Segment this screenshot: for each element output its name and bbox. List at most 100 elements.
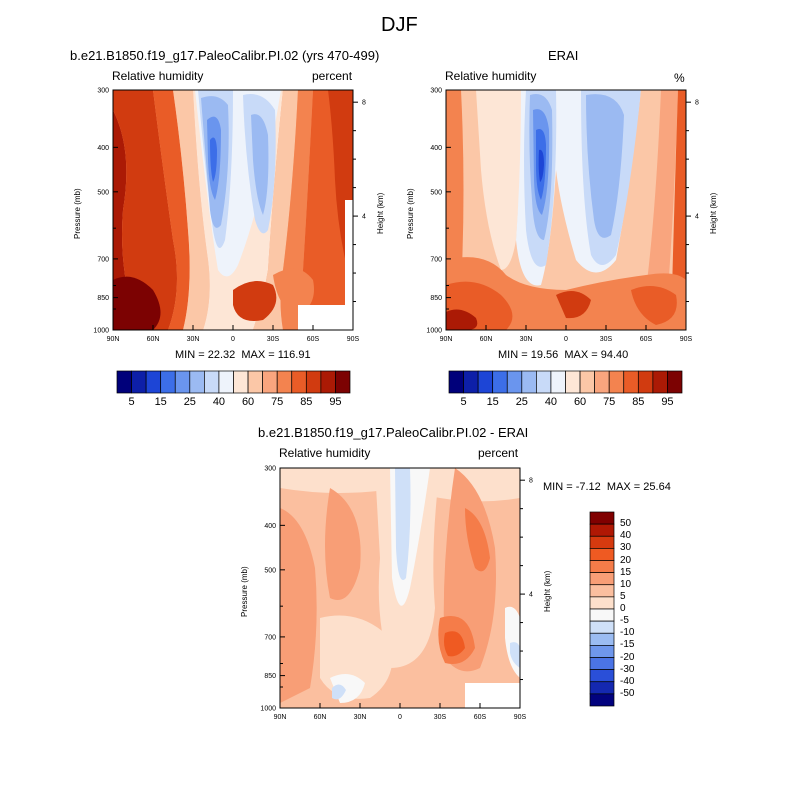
panel3-band-lightblue-center [395, 468, 411, 580]
colorbar-box [174, 370, 191, 394]
colorbar-label: 5 [128, 396, 135, 408]
panel2-band-lowlevel-darkred [556, 291, 591, 319]
panel3-right-subtitle: percent [478, 446, 519, 460]
panel2-min-label: MIN = [498, 349, 531, 361]
panel1-xtick-label: 0 [231, 336, 235, 343]
panel3-ytick-label: 300 [264, 466, 276, 473]
panel2-ytick-label: 300 [430, 88, 442, 95]
diff-colorbar-box [589, 560, 615, 573]
diff-colorbar-label: -10 [620, 627, 635, 639]
colorbar-label: 60 [573, 396, 587, 408]
panel3-max-label: MAX = [606, 481, 644, 493]
panel3-xtick-label: 60S [474, 714, 487, 721]
colorbar-box [116, 370, 132, 394]
panel2-band-lightorange-right [611, 90, 661, 290]
panel2-band-orange-right [646, 90, 678, 290]
panel2-minmax: MIN = 19.56 MAX = 94.40 [498, 349, 628, 361]
colorbar-label: 15 [486, 396, 499, 408]
panel2-ylabel: Pressure (mb) [406, 188, 415, 239]
colorbar-box [477, 370, 494, 394]
panel3-colorbar-labels: 50 40 30 20 15 10 5 0 -5 -10 -15 -20 -30 -40 -50 [620, 512, 660, 706]
panel1-colorbar-labels: 5 15 25 40 60 75 85 95 [117, 396, 350, 410]
panel3-min-label: MIN = [543, 481, 576, 493]
colorbar-label: 75 [603, 396, 616, 408]
panel2-title: ERAI [548, 48, 579, 63]
panel3-max-value: 25.64 [643, 481, 671, 493]
colorbar-box [189, 370, 205, 394]
panel2-band-pale-left [476, 90, 526, 270]
panel1-axes: 90N 60N 30N 0 30S 60S 90S 300 400 500 700 850 1000 8 4 [93, 88, 366, 344]
colorbar-label: 85 [300, 396, 313, 408]
diff-colorbar-label: 5 [620, 590, 626, 602]
colorbar-label: 15 [154, 396, 167, 408]
panel3-ylabel: Pressure (mb) [240, 566, 249, 617]
panel1-ytick-label: 850 [97, 295, 109, 302]
panel1-band-lowlevel-red [233, 281, 277, 321]
panel3-left-subtitle: Relative humidity [279, 446, 371, 460]
colorbar-box [320, 370, 336, 394]
panel1-y2label: Height (km) [376, 192, 385, 234]
panel1-left-subtitle: Relative humidity [112, 69, 204, 83]
colorbar-box [463, 370, 479, 394]
diff-colorbar-label: 20 [620, 554, 632, 566]
panel2-axes: 90N 60N 30N 0 30S 60S 90S 300 400 500 700 850 1000 8 4 [426, 88, 699, 344]
panel2-xtick-label: 60N [480, 336, 493, 343]
diff-colorbar-box [589, 632, 615, 646]
panel1-min-value: 22.32 [207, 349, 236, 361]
panel2-band-lowlevel-red-right [631, 286, 677, 325]
diff-colorbar-label: -30 [620, 663, 635, 675]
colorbar-box [204, 370, 220, 394]
panel1-ytick-label: 400 [97, 145, 109, 152]
panel3-ytick-label: 700 [264, 634, 276, 641]
panel1-band-lowlevel-dark [113, 276, 161, 330]
panel2-y2tick-label: 8 [695, 100, 699, 107]
panel1-contour-plot [112, 89, 354, 331]
diff-colorbar-box [589, 608, 615, 622]
diff-colorbar-label: 15 [620, 566, 632, 578]
colorbar-box [594, 370, 610, 394]
diff-colorbar-box [589, 693, 615, 707]
panel3-ytick-label: 1000 [260, 706, 276, 713]
panel1-xtick-label: 90N [107, 336, 120, 343]
panel1-band-lowlevel-orange [273, 268, 314, 315]
panel3-band-lightblue-right [510, 642, 520, 668]
panel3-minmax: MIN = -7.12 MAX = 25.64 [543, 481, 671, 493]
diff-colorbar-box [589, 657, 615, 670]
diff-colorbar-label: 10 [620, 578, 632, 590]
panel3-xtick-label: 60N [314, 714, 327, 721]
panel3-xtick-label: 30S [434, 714, 447, 721]
panel1-band-lightorange-right [253, 90, 298, 330]
panel3-xtick-label: 90S [514, 714, 527, 721]
colorbar-box [335, 370, 351, 394]
panel2-ytick-label: 850 [430, 295, 442, 302]
panel2-band-red-right [671, 90, 686, 330]
colorbar-label: 95 [661, 396, 674, 408]
panel3-xtick-label: 0 [398, 714, 402, 721]
panel3-y2tick-label: 4 [529, 592, 533, 599]
panel3-colorbar [589, 511, 615, 707]
panel1-title: b.e21.B1850.f19_g17.PaleoCalibr.PI.02 (y… [70, 48, 380, 63]
colorbar-box [233, 370, 249, 394]
panel3-xtick-label: 90N [274, 714, 287, 721]
panel1-ytick-label: 700 [97, 256, 109, 263]
panel1-colorbar [116, 370, 351, 394]
panel2-y2tick-label: 4 [695, 214, 699, 221]
panel2-band-surface-dark [446, 309, 478, 330]
panel2-xtick-label: 90S [680, 336, 693, 343]
panel2-xtick-label: 30N [520, 336, 533, 343]
colorbar-box [579, 370, 595, 394]
panel1-xtick-label: 60N [147, 336, 160, 343]
panel2-right-subtitle: % [674, 71, 685, 85]
panel2-xtick-label: 90N [440, 336, 453, 343]
panel2-xtick-label: 0 [564, 336, 568, 343]
panel2-contour-plot [445, 89, 687, 331]
diff-colorbar-box [589, 535, 615, 549]
panel1-band-orange-left [153, 90, 190, 330]
panel3-y2label: Height (km) [543, 570, 552, 612]
colorbar-box [305, 370, 322, 394]
diff-colorbar-label: 30 [620, 542, 632, 554]
panel2-max-label: MAX = [564, 349, 601, 361]
panel1-min-label: MIN = [175, 349, 208, 361]
panel1-band-blue-right [251, 114, 269, 215]
colorbar-label: 25 [183, 396, 196, 408]
